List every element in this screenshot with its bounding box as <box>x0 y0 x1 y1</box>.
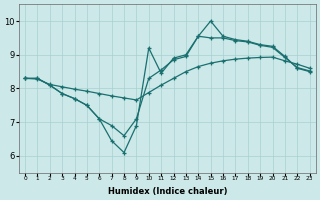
X-axis label: Humidex (Indice chaleur): Humidex (Indice chaleur) <box>108 187 227 196</box>
